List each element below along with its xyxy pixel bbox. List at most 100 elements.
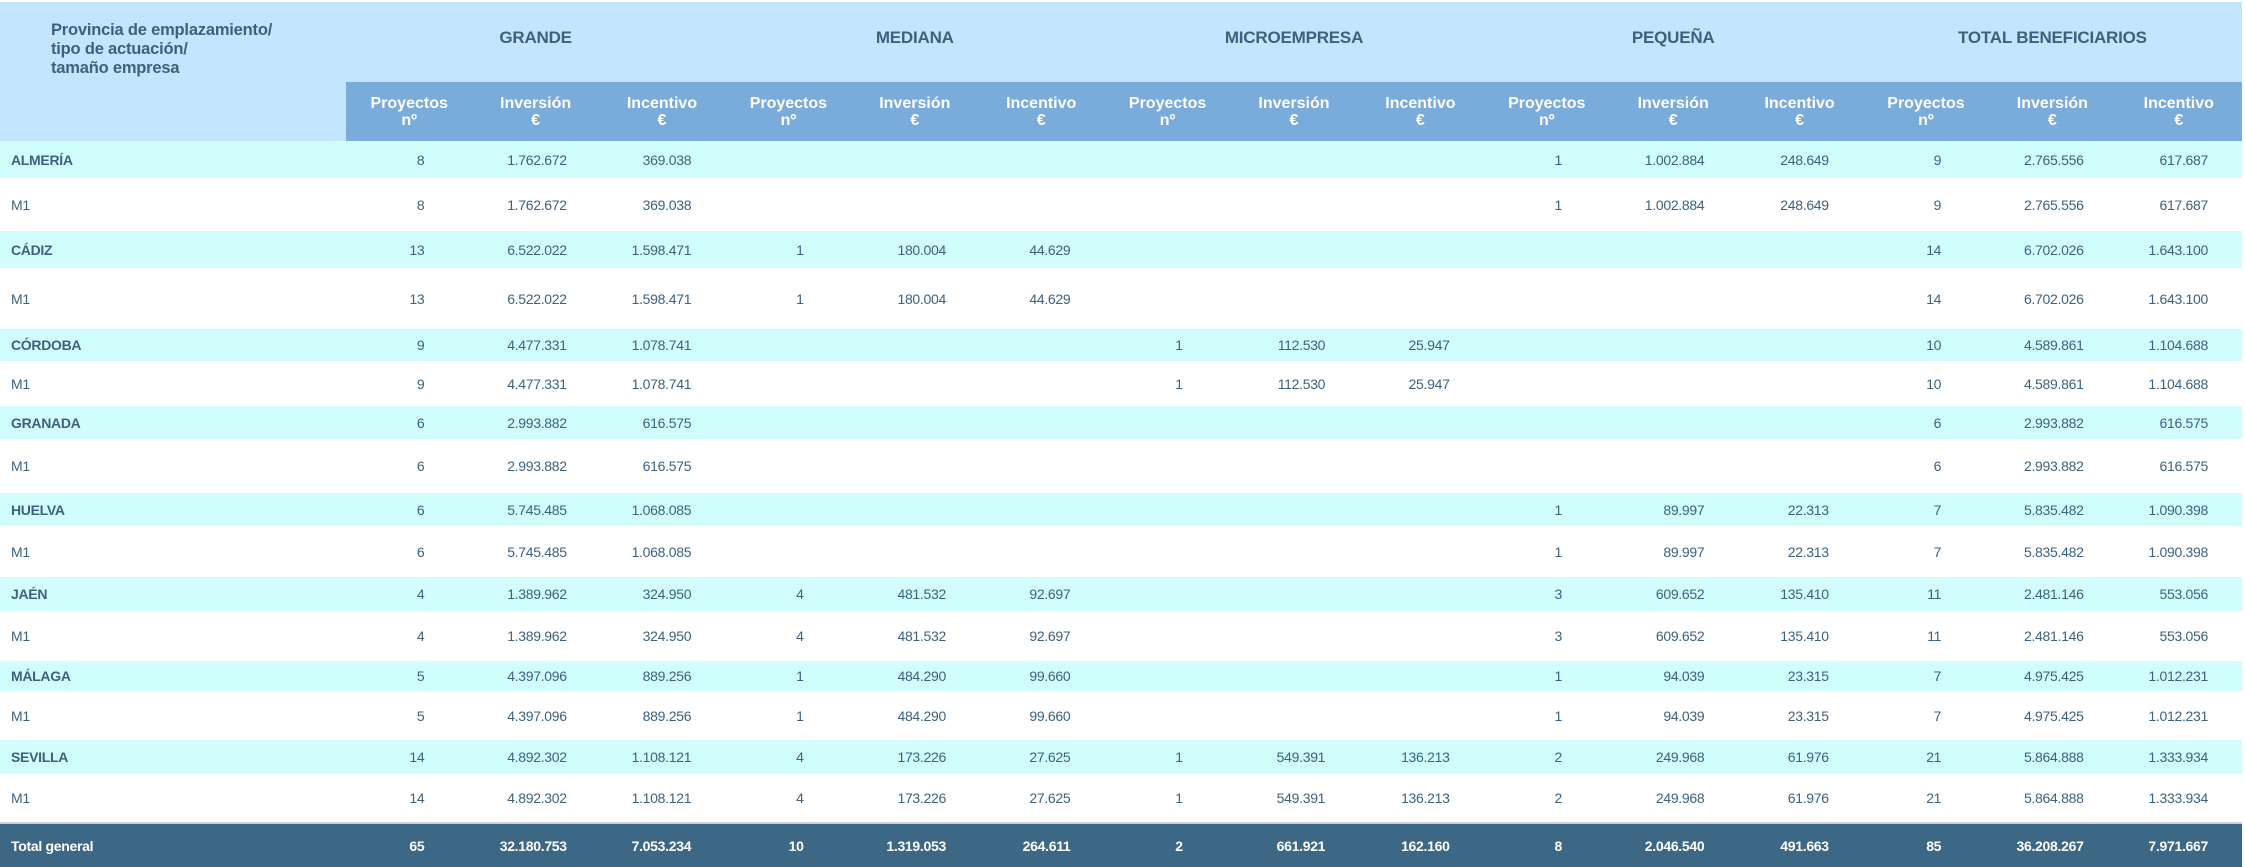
cell-grande-proyectos: 5 [346, 691, 473, 740]
cell-grande-incentivo: 1.068.085 [598, 526, 726, 577]
cell-mediana-inversion [851, 178, 978, 231]
cell-total-inversion: 5.864.888 [1989, 740, 2116, 774]
total-microempresa-proyectos: 2 [1104, 822, 1231, 867]
cell-total-incentivo: 1.104.688 [2115, 361, 2242, 406]
total-total-proyectos: 85 [1862, 822, 1990, 867]
cell-grande-incentivo: 369.038 [598, 141, 726, 178]
column-header-title: Proyectos [749, 94, 828, 112]
cell-mediana-inversion: 180.004 [851, 231, 978, 268]
cell-pequena-incentivo: 248.649 [1736, 141, 1863, 178]
cell-microempresa-incentivo: 136.213 [1357, 740, 1484, 774]
cell-microempresa-inversion [1230, 661, 1358, 691]
actuation-type-label: M1 [0, 178, 346, 231]
column-header-mediana-inversion: Inversión € [851, 82, 978, 141]
cell-pequena-incentivo [1736, 231, 1863, 268]
group-header-pequena: PEQUEÑA [1483, 2, 1863, 82]
cell-total-incentivo: 1.012.231 [2115, 691, 2242, 740]
cell-microempresa-inversion [1230, 406, 1358, 439]
column-header-unit: € [910, 111, 920, 129]
cell-total-inversion: 2.993.882 [1989, 406, 2116, 439]
total-total-incentivo: 7.971.667 [2115, 822, 2242, 867]
cell-microempresa-proyectos: 1 [1104, 774, 1231, 823]
cell-total-incentivo: 553.056 [2115, 577, 2242, 611]
province-row: MÁLAGA 5 4.397.096 889.256 1 484.290 99.660 1 94… [0, 661, 2242, 691]
cell-mediana-incentivo [977, 406, 1105, 439]
cell-mediana-inversion: 173.226 [851, 774, 978, 823]
column-header-unit: € [1036, 111, 1046, 129]
total-general-row: Total general 65 32.180.753 7.053.234 10 1.31… [0, 822, 2242, 867]
cell-mediana-incentivo [977, 141, 1105, 178]
cell-microempresa-incentivo [1357, 577, 1484, 611]
column-header-microempresa-incentivo: Incentivo € [1357, 82, 1484, 141]
cell-microempresa-inversion: 549.391 [1230, 774, 1358, 823]
cell-grande-incentivo: 889.256 [598, 661, 726, 691]
column-header-title: Inversión [879, 94, 951, 112]
cell-total-incentivo: 617.687 [2115, 141, 2242, 178]
cell-grande-inversion: 4.892.302 [472, 740, 599, 774]
cell-pequena-proyectos: 2 [1483, 774, 1610, 823]
cell-mediana-proyectos: 1 [725, 661, 852, 691]
group-header-row: Provincia de emplazamiento/ tipo de actu… [0, 2, 2242, 82]
actuation-type-label: M1 [0, 526, 346, 577]
cell-mediana-proyectos: 4 [725, 740, 852, 774]
cell-pequena-inversion [1609, 268, 1737, 329]
province-row: CÓRDOBA 9 4.477.331 1.078.741 1 112.530 25.947… [0, 329, 2242, 361]
cell-total-inversion: 6.702.026 [1989, 231, 2116, 268]
cell-microempresa-incentivo [1357, 493, 1484, 526]
cell-grande-incentivo: 1.078.741 [598, 361, 726, 406]
total-grande-proyectos: 65 [346, 822, 473, 867]
cell-microempresa-inversion [1230, 231, 1358, 268]
cell-pequena-inversion: 609.652 [1609, 611, 1737, 661]
cell-pequena-incentivo [1736, 329, 1863, 361]
column-header-title: Incentivo [1764, 94, 1835, 112]
label-header-line-3: tamaño empresa [51, 58, 180, 77]
cell-pequena-proyectos [1483, 439, 1610, 493]
column-header-pequena-inversion: Inversión € [1609, 82, 1737, 141]
cell-mediana-incentivo [977, 178, 1105, 231]
column-header-grande-proyectos: Proyectos nº [346, 82, 473, 141]
cell-grande-proyectos: 5 [346, 661, 473, 691]
cell-grande-incentivo: 889.256 [598, 691, 726, 740]
column-header-title: Inversión [1637, 94, 1709, 112]
cell-grande-proyectos: 6 [346, 493, 473, 526]
cell-total-incentivo: 616.575 [2115, 439, 2242, 493]
cell-pequena-inversion: 94.039 [1609, 661, 1737, 691]
actuation-type-row: M1 13 6.522.022 1.598.471 1 180.004 44.629 14 6.… [0, 268, 2242, 329]
cell-mediana-inversion [851, 493, 978, 526]
cell-microempresa-proyectos [1104, 178, 1231, 231]
cell-microempresa-inversion [1230, 178, 1358, 231]
cell-microempresa-incentivo [1357, 231, 1484, 268]
column-header-total-incentivo: Incentivo € [2115, 82, 2242, 141]
cell-grande-inversion: 1.389.962 [472, 611, 599, 661]
cell-pequena-incentivo: 22.313 [1736, 526, 1863, 577]
label-header-line-1: Provincia de emplazamiento/ [51, 20, 273, 39]
cell-pequena-inversion [1609, 231, 1737, 268]
cell-mediana-incentivo: 27.625 [977, 774, 1105, 823]
cell-mediana-proyectos: 1 [725, 231, 852, 268]
total-pequena-inversion: 2.046.540 [1609, 822, 1737, 867]
cell-grande-proyectos: 13 [346, 231, 473, 268]
cell-grande-inversion: 6.522.022 [472, 231, 599, 268]
cell-total-proyectos: 7 [1862, 661, 1990, 691]
province-name: CÁDIZ [0, 231, 346, 268]
cell-grande-inversion: 4.477.331 [472, 361, 599, 406]
cell-microempresa-incentivo [1357, 526, 1484, 577]
cell-pequena-incentivo: 135.410 [1736, 577, 1863, 611]
column-header-unit: € [2174, 111, 2184, 129]
actuation-type-row: M1 4 1.389.962 324.950 4 481.532 92.697 3 609.65… [0, 611, 2242, 661]
actuation-type-row: M1 8 1.762.672 369.038 1 1.002.884 248.649 9 2.7… [0, 178, 2242, 231]
cell-mediana-incentivo: 44.629 [977, 268, 1105, 329]
cell-mediana-incentivo: 27.625 [977, 740, 1105, 774]
cell-microempresa-proyectos [1104, 439, 1231, 493]
total-microempresa-inversion: 661.921 [1230, 822, 1358, 867]
cell-pequena-incentivo [1736, 268, 1863, 329]
cell-microempresa-inversion [1230, 268, 1358, 329]
total-grande-inversion: 32.180.753 [472, 822, 599, 867]
cell-grande-inversion: 5.745.485 [472, 526, 599, 577]
cell-mediana-incentivo: 99.660 [977, 691, 1105, 740]
cell-pequena-inversion: 94.039 [1609, 691, 1737, 740]
group-header-total-beneficiarios: TOTAL BENEFICIARIOS [1862, 2, 2242, 82]
cell-total-proyectos: 11 [1862, 577, 1990, 611]
column-header-unit: nº [1159, 111, 1176, 129]
